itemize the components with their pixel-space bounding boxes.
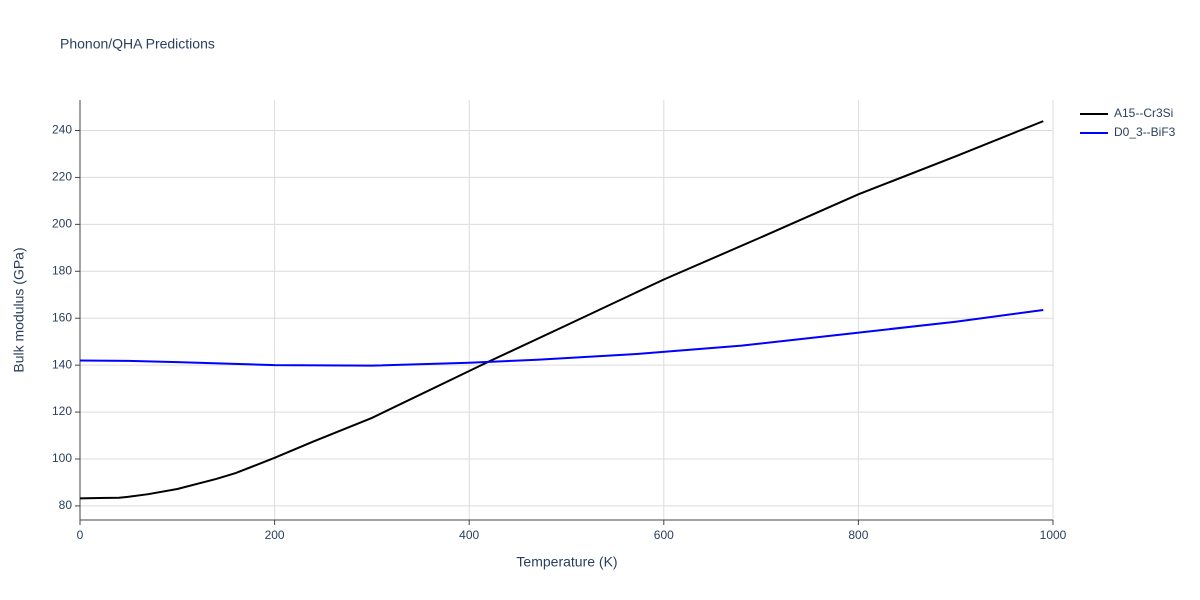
y-tick-label: 140 [52,357,72,371]
y-tick-label: 240 [52,123,72,137]
y-tick-label: 220 [52,170,72,184]
x-tick-label: 1000 [1040,528,1067,542]
series-line [79,120,1044,500]
y-axis-label: Bulk modulus (GPa) [11,247,27,372]
legend-label: A15--Cr3Si [1114,106,1173,120]
series-line [79,309,1044,367]
y-tick-label: 160 [52,310,72,324]
y-tick-label: 100 [52,451,72,465]
y-tick-label: 200 [52,217,72,231]
x-tick-label: 0 [77,528,84,542]
chart-title: Phonon/QHA Predictions [60,36,215,52]
x-axis-label: Temperature (K) [516,554,617,570]
x-tick-label: 800 [848,528,868,542]
x-tick-label: 200 [265,528,285,542]
x-tick-label: 400 [459,528,479,542]
y-tick-label: 180 [52,263,72,277]
x-tick-label: 600 [654,528,674,542]
legend-label: D0_3--BiF3 [1114,125,1176,139]
y-tick-label: 80 [59,498,73,512]
y-tick-label: 120 [52,404,72,418]
